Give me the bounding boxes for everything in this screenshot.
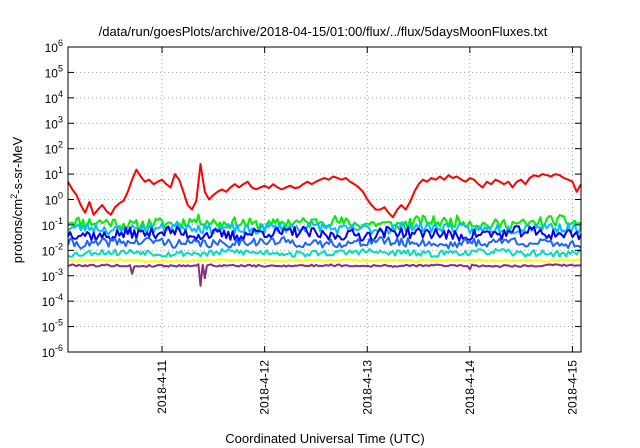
y-tick-label: 10-6 bbox=[42, 343, 63, 360]
series-line bbox=[67, 247, 582, 258]
y-axis: 10-6 10-5 10-4 10-3 10-2 10-1 100 101 102 103 104 1… bbox=[42, 38, 581, 360]
x-tick-label: 2018-4-15 bbox=[565, 360, 579, 415]
y-tick-label: 105 bbox=[45, 63, 63, 80]
x-axis: 2018-4-11 2018-4-12 2018-4-13 2018-4-14 2018… bbox=[155, 47, 579, 415]
y-tick-label: 101 bbox=[45, 165, 63, 182]
y-tick-label: 10-5 bbox=[42, 318, 63, 335]
y-tick-label: 104 bbox=[45, 89, 63, 106]
x-tick-label: 2018-4-11 bbox=[155, 360, 169, 414]
x-tick-label: 2018-4-12 bbox=[258, 360, 272, 415]
x-tick-label: 2018-4-13 bbox=[360, 360, 374, 415]
chart-title: /data/run/goesPlots/archive/2018-04-15/0… bbox=[99, 24, 548, 39]
y-axis-label: protons/cm2-s-sr-MeV bbox=[9, 136, 25, 263]
y-tick-label: 100 bbox=[45, 191, 63, 208]
y-tick-label: 106 bbox=[45, 38, 63, 55]
series-group bbox=[67, 163, 582, 287]
grid bbox=[68, 47, 581, 352]
x-axis-label: Coordinated Universal Time (UTC) bbox=[225, 431, 424, 446]
y-tick-label: 10-2 bbox=[42, 241, 63, 258]
x-tick-label: 2018-4-14 bbox=[463, 360, 477, 415]
series-line bbox=[67, 258, 582, 263]
y-tick-label: 10-1 bbox=[42, 216, 63, 233]
series-line bbox=[67, 225, 582, 242]
y-tick-label: 102 bbox=[45, 140, 63, 157]
y-tick-label: 10-4 bbox=[42, 292, 63, 309]
y-tick-label: 103 bbox=[45, 114, 63, 131]
series-line bbox=[67, 163, 582, 219]
y-tick-label: 10-3 bbox=[42, 267, 63, 284]
series-line bbox=[67, 263, 582, 287]
series-line bbox=[67, 236, 582, 250]
